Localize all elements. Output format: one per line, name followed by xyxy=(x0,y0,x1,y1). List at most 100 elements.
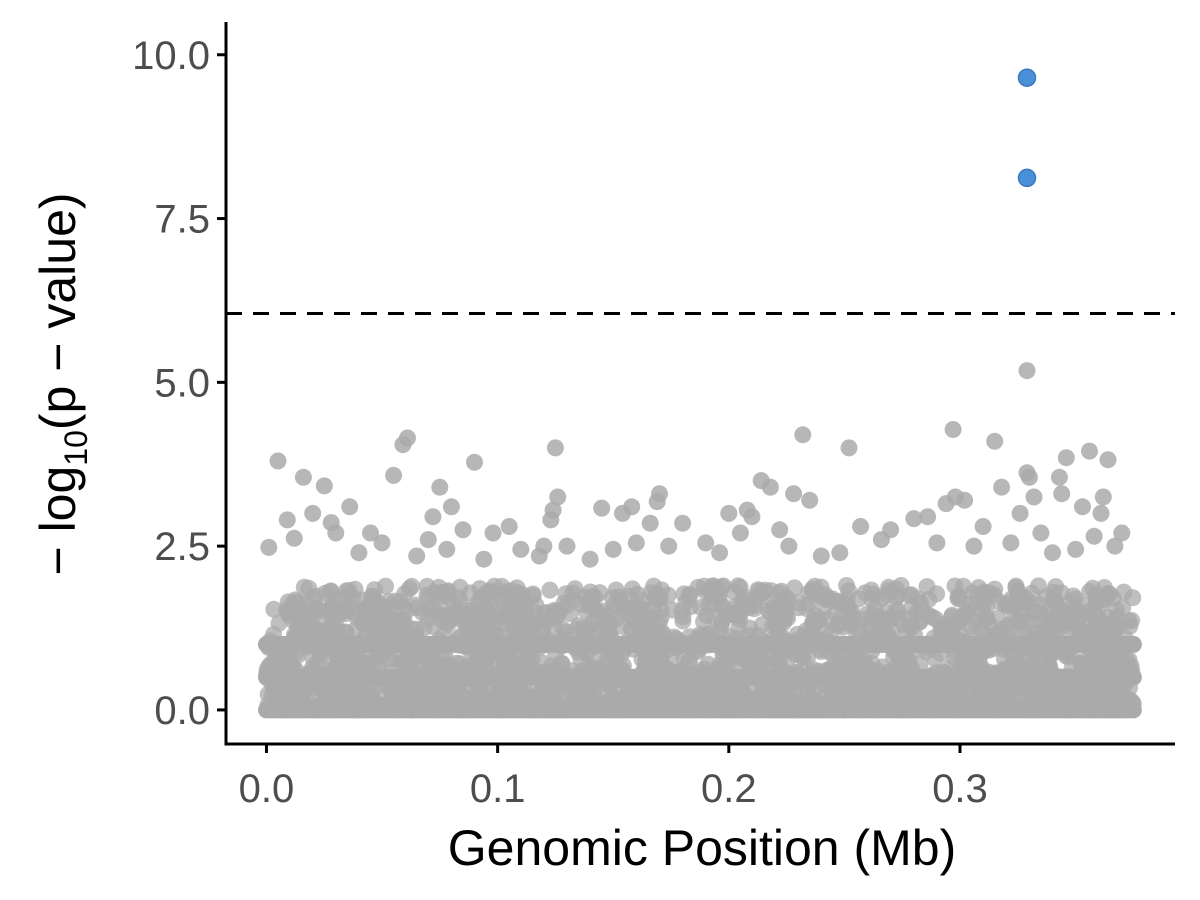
background-point xyxy=(284,594,302,612)
background-point xyxy=(1053,485,1071,503)
background-point xyxy=(885,648,903,666)
background-point xyxy=(993,478,1011,496)
background-point xyxy=(703,587,721,605)
background-point xyxy=(466,655,484,673)
background-point xyxy=(866,599,884,617)
background-point xyxy=(512,619,530,637)
background-point xyxy=(989,609,1007,627)
background-point xyxy=(597,611,615,629)
background-point xyxy=(1016,589,1034,606)
background-point xyxy=(713,613,731,630)
background-point xyxy=(801,491,819,509)
background-point xyxy=(738,688,756,706)
y-axis-title-subscript: 10 xyxy=(58,430,94,466)
x-tick-label: 0.3 xyxy=(932,767,988,811)
background-point xyxy=(785,485,803,503)
x-tick-label: 0.1 xyxy=(470,767,526,811)
y-tick-label: 2.5 xyxy=(154,525,210,569)
background-point xyxy=(1084,579,1102,597)
background-point xyxy=(731,606,749,624)
background-point xyxy=(663,601,681,619)
background-point xyxy=(541,581,559,599)
background-point xyxy=(771,521,789,539)
background-point xyxy=(862,581,880,599)
y-tick-label: 5.0 xyxy=(154,361,210,405)
background-point xyxy=(720,504,738,522)
background-point xyxy=(327,524,345,542)
significant-point xyxy=(1017,68,1037,87)
background-point xyxy=(974,518,992,535)
y-axis-title-suffix: (p − value) xyxy=(30,192,86,430)
background-point xyxy=(373,534,391,552)
background-point xyxy=(322,582,340,600)
background-point xyxy=(892,577,910,594)
background-point xyxy=(812,547,830,565)
background-point xyxy=(1055,614,1072,632)
background-point xyxy=(768,682,786,700)
background-point xyxy=(466,453,483,471)
background-point xyxy=(905,510,923,528)
background-point xyxy=(285,529,303,547)
background-point xyxy=(344,589,362,607)
y-tick-label: 0.0 xyxy=(154,689,210,733)
background-point xyxy=(944,421,962,438)
background-point xyxy=(369,594,387,612)
background-point xyxy=(278,511,296,529)
y-tick-label: 10.0 xyxy=(132,34,210,78)
background-point xyxy=(1020,468,1038,486)
background-point xyxy=(1017,683,1035,701)
background-point xyxy=(454,521,472,539)
background-point xyxy=(260,538,278,556)
background-point xyxy=(518,652,536,670)
background-point xyxy=(752,654,770,672)
background-point xyxy=(475,550,493,568)
background-point xyxy=(621,605,639,623)
background-point xyxy=(964,584,982,602)
background-point xyxy=(641,514,659,532)
background-point xyxy=(581,550,599,568)
background-point xyxy=(408,547,426,565)
background-point xyxy=(986,432,1004,450)
background-point xyxy=(1081,442,1098,460)
background-point xyxy=(535,612,553,630)
background-point xyxy=(432,610,450,628)
background-point xyxy=(399,429,416,447)
background-point xyxy=(546,439,564,457)
background-point xyxy=(385,466,403,484)
background-point xyxy=(635,618,653,636)
background-point xyxy=(840,439,858,457)
background-point xyxy=(1025,488,1043,506)
significant-point xyxy=(1017,168,1037,188)
background-point xyxy=(1101,585,1119,603)
y-axis-title-prefix: − log xyxy=(30,466,86,576)
background-point xyxy=(558,537,576,555)
background-point xyxy=(1090,609,1108,627)
background-point xyxy=(1018,362,1036,380)
y-tick-label: 7.5 xyxy=(154,198,210,242)
x-axis-ticks: 0.0 0.1 0.2 0.3 xyxy=(239,744,988,811)
background-point xyxy=(1032,524,1050,542)
background-point xyxy=(834,618,852,636)
background-point xyxy=(697,534,715,552)
background-point xyxy=(928,534,946,552)
background-point xyxy=(431,478,449,496)
background-point xyxy=(837,596,855,614)
background-point xyxy=(789,594,807,612)
background-point xyxy=(700,683,718,701)
background-point xyxy=(679,653,697,670)
background-point xyxy=(1067,540,1085,558)
background-point xyxy=(918,578,936,596)
background-point xyxy=(1051,683,1069,701)
background-point xyxy=(1011,504,1029,522)
background-point xyxy=(500,518,518,535)
background-point xyxy=(433,584,450,601)
background-point xyxy=(882,521,900,539)
background-point xyxy=(695,613,712,631)
background-point xyxy=(484,524,502,542)
background-point xyxy=(349,609,366,627)
background-point xyxy=(651,485,668,503)
background-point xyxy=(546,603,564,621)
background-point xyxy=(482,598,500,616)
background-point xyxy=(675,585,693,603)
